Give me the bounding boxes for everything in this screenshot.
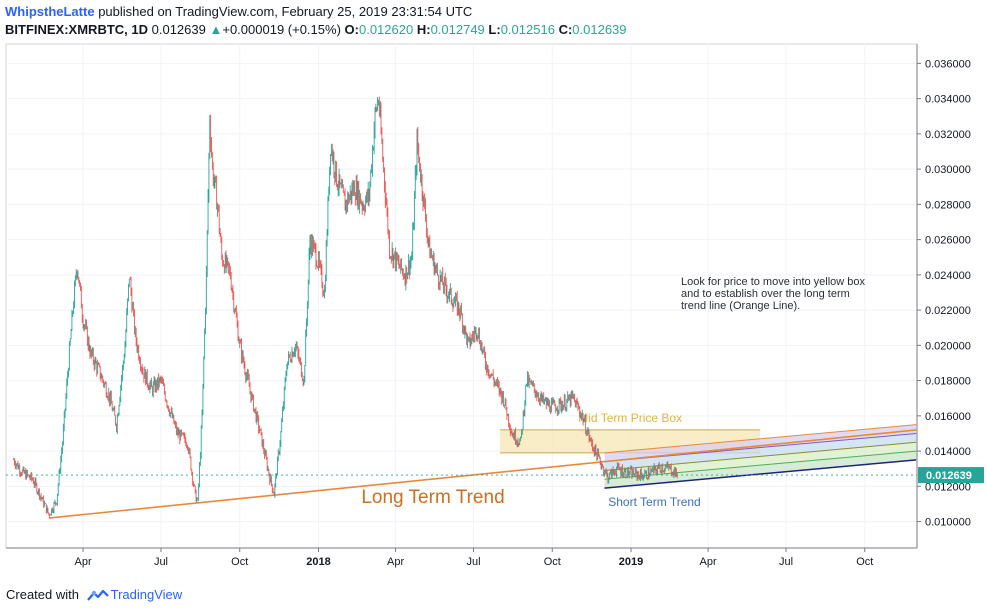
long-term-trend-line[interactable] bbox=[48, 429, 917, 519]
x-tick-label: Oct bbox=[544, 556, 561, 568]
short-term-channel-band bbox=[604, 433, 917, 471]
footer: Created with TradingView bbox=[6, 586, 182, 604]
close-value: 0.012639 bbox=[572, 22, 627, 37]
note-line: Look for price to move into yellow box bbox=[681, 276, 866, 288]
y-tick-label: 0.012000 bbox=[925, 481, 971, 493]
x-tick-label: Oct bbox=[856, 556, 873, 568]
x-tick-label: Apr bbox=[387, 556, 404, 568]
y-tick-label: 0.032000 bbox=[925, 129, 971, 141]
y-tick-label: 0.028000 bbox=[925, 199, 971, 211]
note-line: trend line (Orange Line). bbox=[681, 300, 800, 312]
x-tick-label: Oct bbox=[231, 556, 248, 568]
long-term-trend-label: Long Term Trend bbox=[361, 487, 504, 508]
symbol-label: BITFINEX:XMRBTC, 1D bbox=[5, 22, 148, 37]
x-tick-label: 2019 bbox=[619, 556, 643, 568]
symbol-info: BITFINEX:XMRBTC, 1D 0.012639 ▲+0.000019 … bbox=[5, 21, 985, 39]
author-link[interactable]: WhipstheLatte bbox=[5, 4, 95, 19]
short-term-channel-band bbox=[604, 424, 917, 462]
current-price-label: 0.012639 bbox=[926, 470, 972, 482]
x-tick-label: Jul bbox=[466, 556, 480, 568]
high-label: H: bbox=[416, 22, 431, 37]
current-price-badge bbox=[918, 467, 984, 484]
y-tick-label: 0.010000 bbox=[925, 517, 971, 529]
y-tick-label: 0.024000 bbox=[925, 270, 971, 282]
change-value: +0.000019 (+0.15%) bbox=[222, 22, 341, 37]
y-tick-label: 0.020000 bbox=[925, 340, 971, 352]
y-tick-label: 0.016000 bbox=[925, 411, 971, 423]
short-term-trend-label: Short Term Trend bbox=[608, 495, 700, 509]
last-price: 0.012639 bbox=[151, 22, 206, 37]
x-tick-label: Apr bbox=[74, 556, 91, 568]
price-candles[interactable] bbox=[13, 96, 678, 518]
y-tick-label: 0.034000 bbox=[925, 94, 971, 106]
y-tick-label: 0.026000 bbox=[925, 235, 971, 247]
x-tick-label: Jul bbox=[154, 556, 168, 568]
published-text: published on TradingView.com, February 2… bbox=[98, 4, 473, 19]
created-with-text: Created with bbox=[6, 587, 79, 602]
open-label: O: bbox=[344, 22, 359, 37]
chart-header: WhipstheLatte published on TradingView.c… bbox=[5, 3, 985, 39]
y-tick-label: 0.030000 bbox=[925, 164, 971, 176]
change-arrow-icon: ▲ bbox=[209, 22, 223, 37]
short-term-channel-band bbox=[604, 442, 917, 480]
publish-info: WhipstheLatte published on TradingView.c… bbox=[5, 3, 985, 21]
y-tick-label: 0.014000 bbox=[925, 446, 971, 458]
short-term-channel-line bbox=[604, 441, 917, 471]
note-line: and to establish over the long term bbox=[681, 288, 850, 300]
mid-term-box-label: Mid Term Price Box bbox=[578, 411, 682, 425]
open-value: 0.012620 bbox=[358, 22, 414, 37]
close-label: C: bbox=[558, 22, 573, 37]
tradingview-link[interactable]: TradingView bbox=[110, 587, 183, 602]
x-tick-label: Apr bbox=[700, 556, 717, 568]
low-label: L: bbox=[488, 22, 501, 37]
short-term-channel-line bbox=[604, 459, 917, 489]
short-term-channel-line bbox=[604, 424, 917, 454]
high-value: 0.012749 bbox=[430, 22, 485, 37]
short-term-channel-band bbox=[604, 451, 917, 489]
tradingview-logo-icon bbox=[86, 589, 109, 601]
low-value: 0.012516 bbox=[500, 22, 555, 37]
y-tick-label: 0.036000 bbox=[925, 58, 971, 70]
x-tick-label: 2018 bbox=[306, 556, 330, 568]
x-tick-label: Jul bbox=[779, 556, 793, 568]
y-tick-label: 0.022000 bbox=[925, 305, 971, 317]
y-tick-label: 0.018000 bbox=[925, 376, 971, 388]
